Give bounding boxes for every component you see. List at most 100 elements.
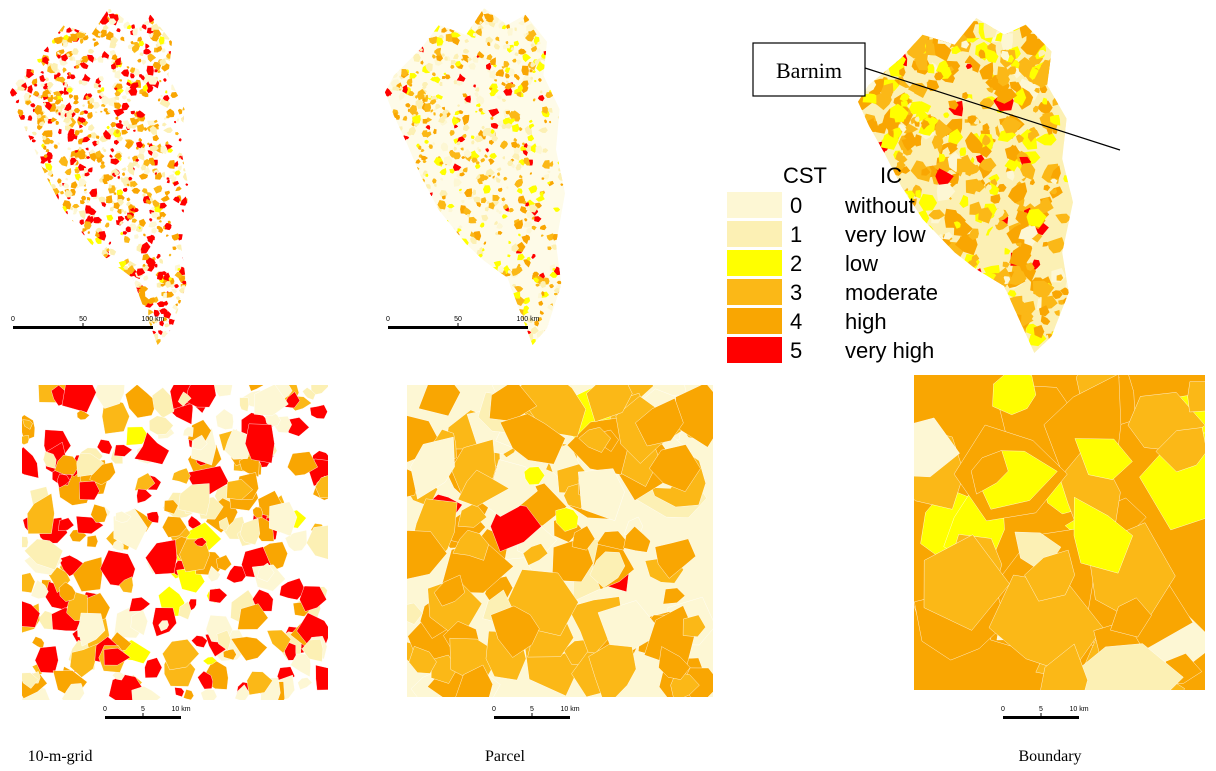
map-patch [950,273,968,287]
map-patch [37,335,43,341]
map-patch [408,182,413,189]
map-patch [422,329,428,335]
map-patch [421,310,428,315]
legend-code: 0 [790,193,802,218]
map-patch [102,267,107,272]
map-patch [69,247,77,254]
map-patch [71,320,74,323]
map-patch [397,283,404,290]
map-patch [450,243,457,247]
map-patch [99,269,104,274]
map-patch [418,302,423,307]
map-patch [428,254,434,259]
map-patch [409,156,413,159]
map-patch [421,285,426,289]
map-patch [414,262,418,265]
map-patch [405,214,411,220]
map-patch [405,309,410,314]
legend-header: CST [783,163,827,188]
map-patch [56,271,59,273]
map-patch [42,329,48,333]
map-patch [36,33,43,43]
scale-label: 0 [103,706,107,713]
map-patch [954,282,968,295]
map-patch [952,329,969,348]
map-patch [46,208,50,213]
map-patch [97,308,105,317]
map-patch [87,314,94,323]
map-patch [43,279,48,283]
map-patch [95,339,101,344]
map-patch [414,14,421,19]
legend-code: 3 [790,280,802,305]
map-patch [888,46,904,58]
map-patch [1062,45,1076,56]
map-patch [174,22,177,24]
map-patch [405,330,408,334]
map-patch [399,277,407,284]
map-patch [78,297,81,299]
map-patch [70,220,74,224]
map-patch [524,11,526,14]
map-patch [177,88,181,92]
map-patch [186,114,191,120]
map-patch [106,339,109,342]
map-patch [468,278,474,284]
map-patch [940,250,953,264]
map-patch [908,270,914,277]
map-patch [561,114,566,120]
map-patch [97,310,101,314]
map-patch [413,40,420,45]
map-patch [437,297,444,301]
map-patch [39,14,46,19]
map-patch [78,17,85,24]
map-patch [945,317,962,337]
map-patch [398,162,404,172]
map-patch [10,68,16,76]
map-patch [548,330,551,334]
map-patch [405,309,410,314]
map-patch [171,84,180,92]
map-patch [558,85,563,89]
map-patch [393,311,396,314]
map-patch [561,227,563,230]
map-patch [93,317,96,321]
map-patch [555,61,561,67]
map-patch [861,33,867,39]
map-patch [445,259,453,268]
map-patch [464,274,467,277]
map-patch [34,225,37,229]
map-patch [18,159,23,164]
map-patch [411,211,415,215]
map-patch [27,179,30,183]
map-patch [433,240,443,248]
map-patch [17,310,20,313]
map-patch [480,264,487,270]
map-patch [543,30,546,34]
map-patch [386,69,392,75]
map-patch [65,282,70,287]
map-patch [31,53,36,57]
map-patch [384,30,393,38]
map-patch [67,278,75,286]
map-patch [136,340,145,347]
map-patch [384,187,388,190]
map-patch [1009,328,1017,337]
map-patch [1056,46,1073,59]
map-patch [421,206,428,215]
map-patch [1051,337,1069,350]
map-patch [51,280,60,289]
map-patch [98,291,102,294]
map-patch [180,329,185,333]
map-patch [182,57,186,61]
map-patch [495,317,503,323]
map-patch [75,270,78,273]
map-patch [46,310,53,315]
map-patch [433,299,438,307]
map-patch [914,246,923,256]
map-patch [41,43,45,46]
map-patch [65,300,70,307]
map-patch [1008,333,1015,338]
map-patch [389,341,396,349]
map-patch [398,162,406,169]
